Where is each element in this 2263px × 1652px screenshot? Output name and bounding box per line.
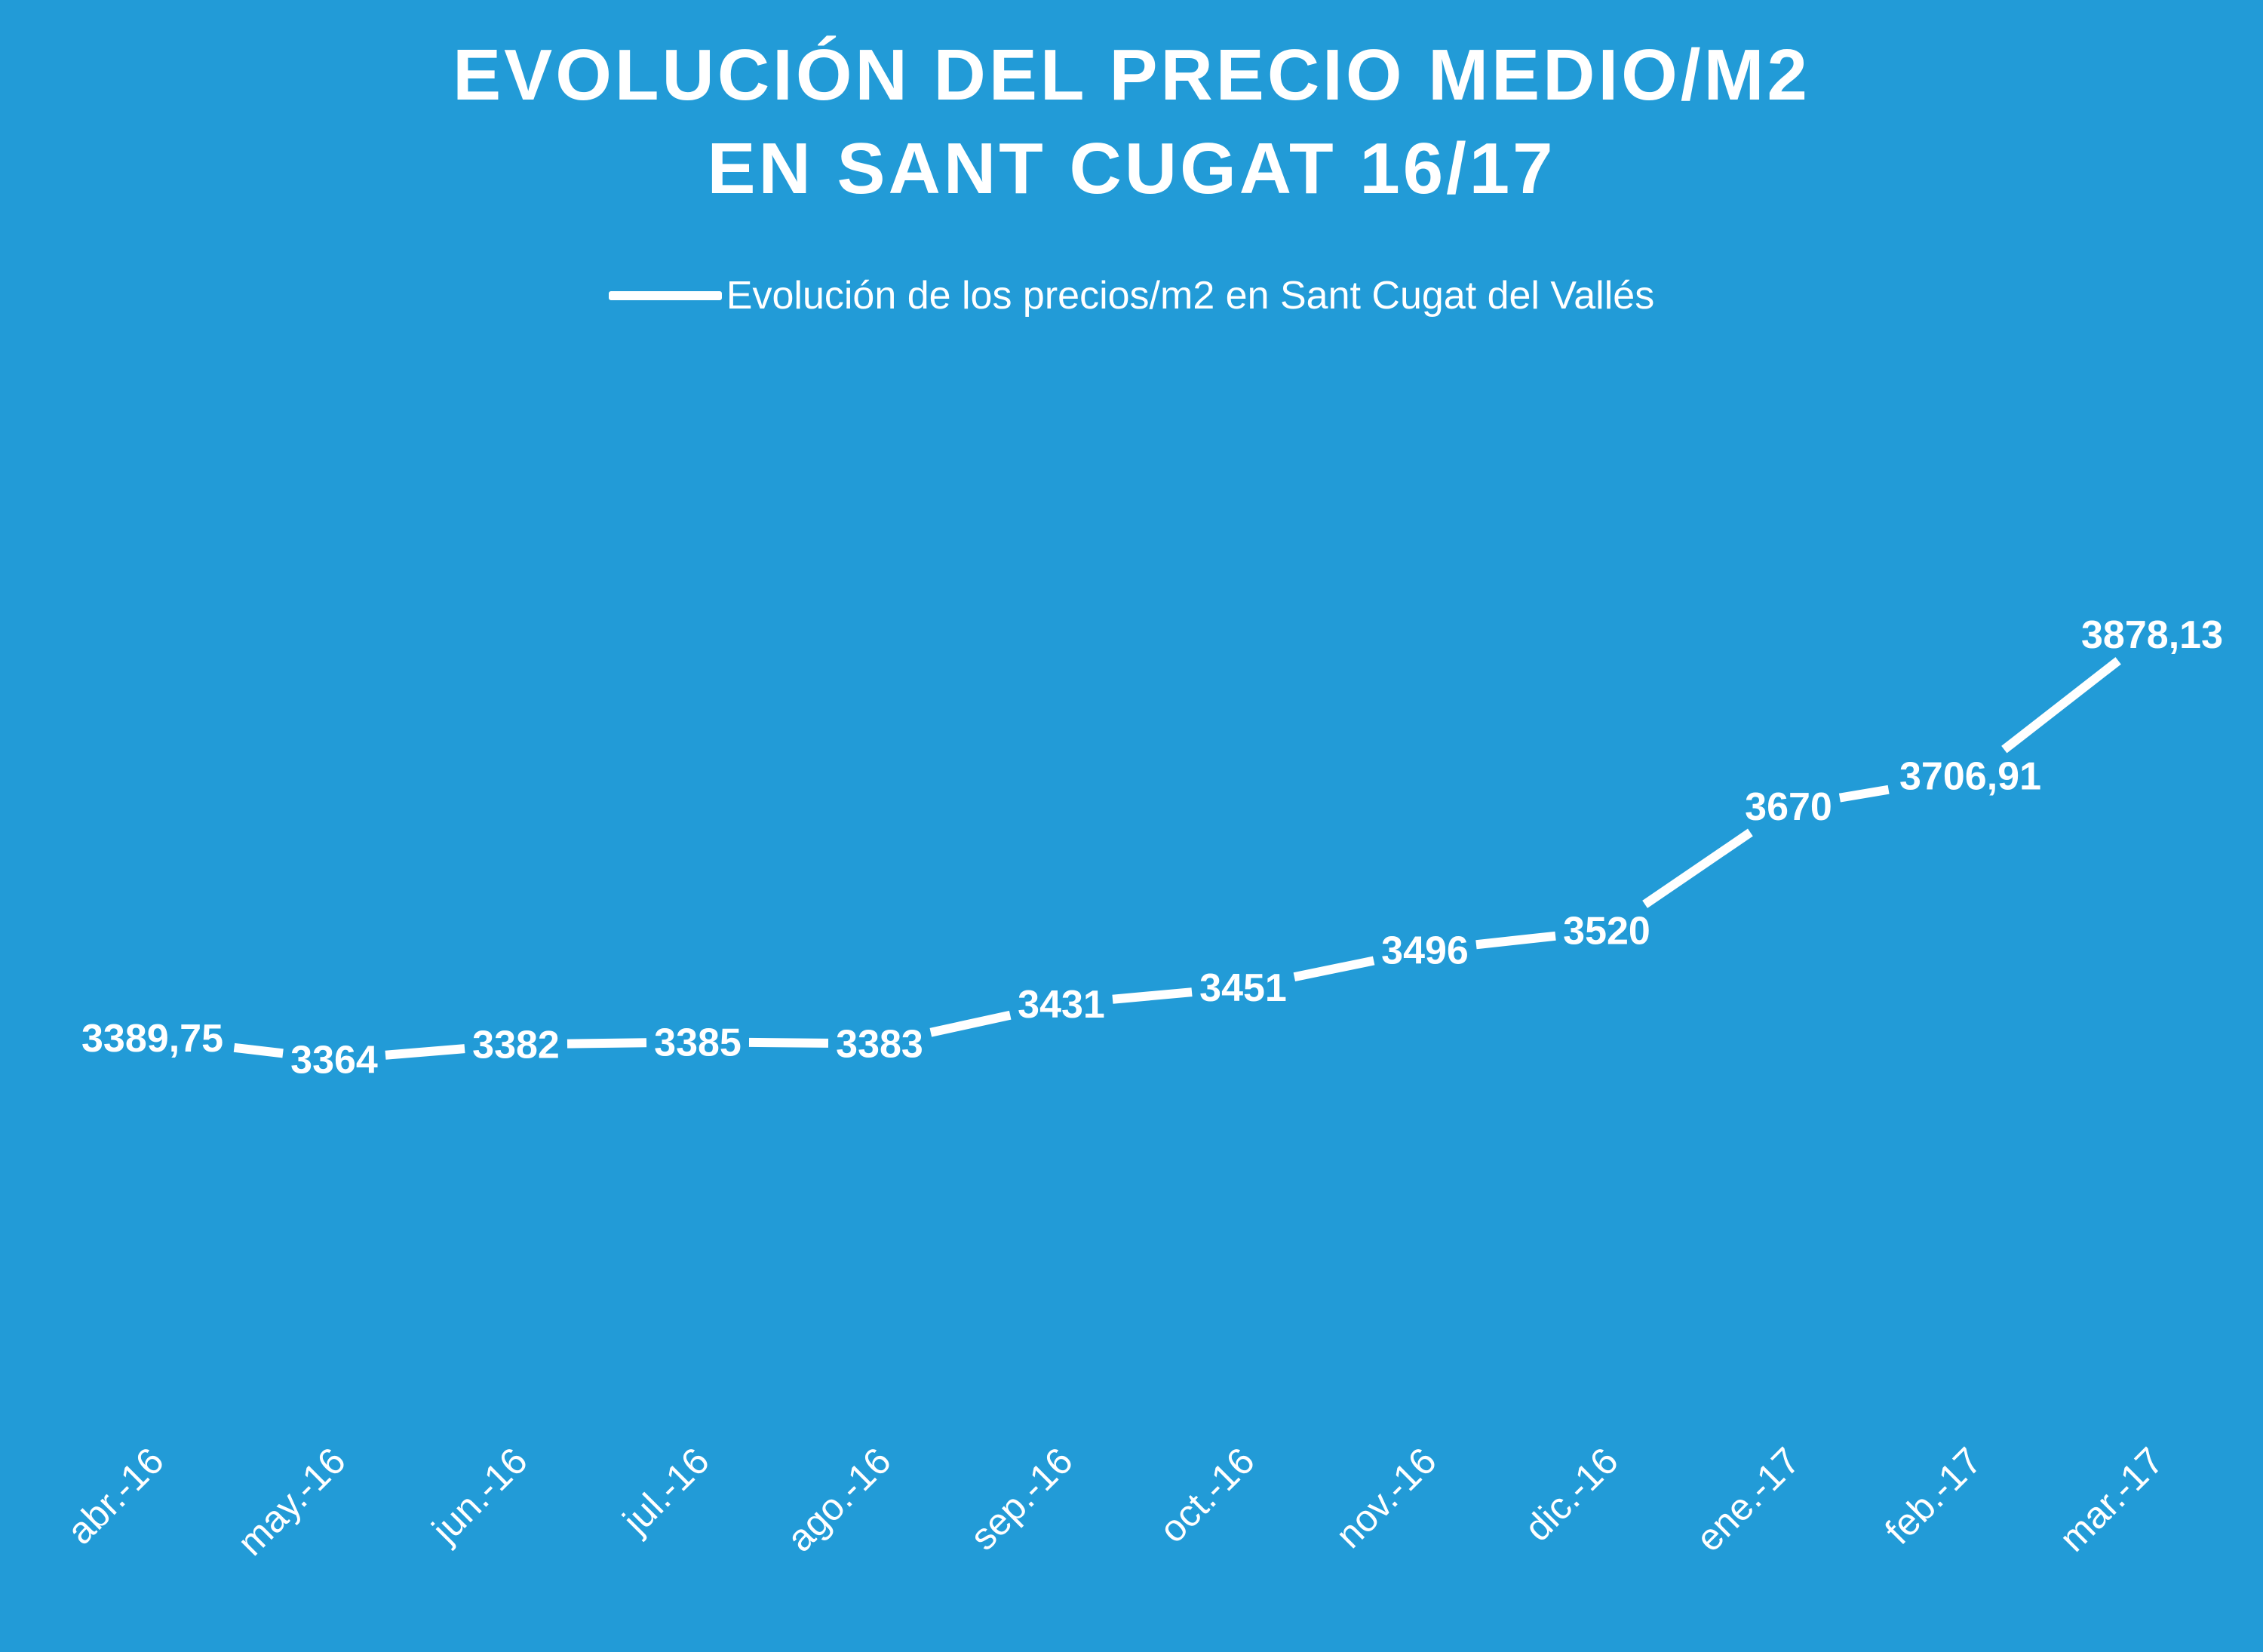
x-tick-label-feb.-17: feb.-17 bbox=[1877, 1439, 1990, 1552]
series-line-segment bbox=[748, 1037, 829, 1048]
x-tick-label-nov.-16: nov.-16 bbox=[1328, 1439, 1445, 1556]
legend-label: Evolución de los precios/m2 en Sant Cuga… bbox=[726, 274, 1655, 318]
chart-title-line-2: EN SANT CUGAT 16/17 bbox=[707, 128, 1556, 209]
data-label-dic.-16: 3520 bbox=[1563, 909, 1650, 953]
data-label-ene.-17: 3670 bbox=[1745, 785, 1832, 829]
data-label-abr.-16: 3389,75 bbox=[81, 1017, 223, 1061]
x-tick-label-ene.-17: ene.-17 bbox=[1687, 1439, 1808, 1560]
series-line-segment bbox=[2001, 657, 2121, 754]
x-tick-label-jul.-16: jul.-16 bbox=[613, 1439, 717, 1543]
series-line-segment bbox=[1838, 785, 1890, 803]
data-label-may.-16: 3364 bbox=[290, 1038, 378, 1082]
x-tick-label-ago.-16: ago.-16 bbox=[778, 1439, 899, 1560]
chart-title: EVOLUCIÓN DEL PRECIO MEDIO/M2 EN SANT CU… bbox=[0, 29, 2263, 216]
data-label-jul.-16: 3385 bbox=[654, 1021, 742, 1064]
data-label-oct.-16: 3451 bbox=[1199, 966, 1287, 1010]
x-tick-label-oct.-16: oct.-16 bbox=[1151, 1439, 1263, 1551]
series-line-segment bbox=[1293, 956, 1375, 981]
x-tick-label-jun.-16: jun.-16 bbox=[423, 1439, 536, 1552]
legend-line-swatch bbox=[608, 291, 722, 300]
series-line-segment bbox=[929, 1010, 1012, 1037]
series-line-segment bbox=[567, 1038, 647, 1049]
data-label-mar.-17: 3878,13 bbox=[2081, 613, 2223, 657]
legend: Evolución de los precios/m2 en Sant Cuga… bbox=[0, 273, 2263, 318]
data-label-feb.-17: 3706,91 bbox=[1899, 755, 2041, 799]
data-label-sep.-16: 3431 bbox=[1018, 983, 1105, 1027]
series-line-segment bbox=[1475, 931, 1556, 950]
x-tick-label-dic.-16: dic.-16 bbox=[1516, 1439, 1626, 1549]
chart-title-line-1: EVOLUCIÓN DEL PRECIO MEDIO/M2 bbox=[453, 35, 1810, 115]
x-tick-label-may.-16: may.-16 bbox=[229, 1439, 354, 1564]
data-label-nov.-16: 3496 bbox=[1381, 929, 1469, 973]
data-label-ago.-16: 3383 bbox=[836, 1023, 923, 1067]
x-tick-label-sep.-16: sep.-16 bbox=[962, 1439, 1081, 1558]
x-tick-label-abr.-16: abr.-16 bbox=[59, 1439, 172, 1552]
x-tick-label-mar.-17: mar.-17 bbox=[2051, 1439, 2171, 1559]
series-line-segment bbox=[385, 1044, 465, 1060]
series-line-segment bbox=[1642, 828, 1753, 908]
data-label-jun.-16: 3382 bbox=[472, 1024, 560, 1067]
series-line-segment bbox=[1112, 987, 1193, 1004]
series-line-segment bbox=[233, 1042, 284, 1058]
